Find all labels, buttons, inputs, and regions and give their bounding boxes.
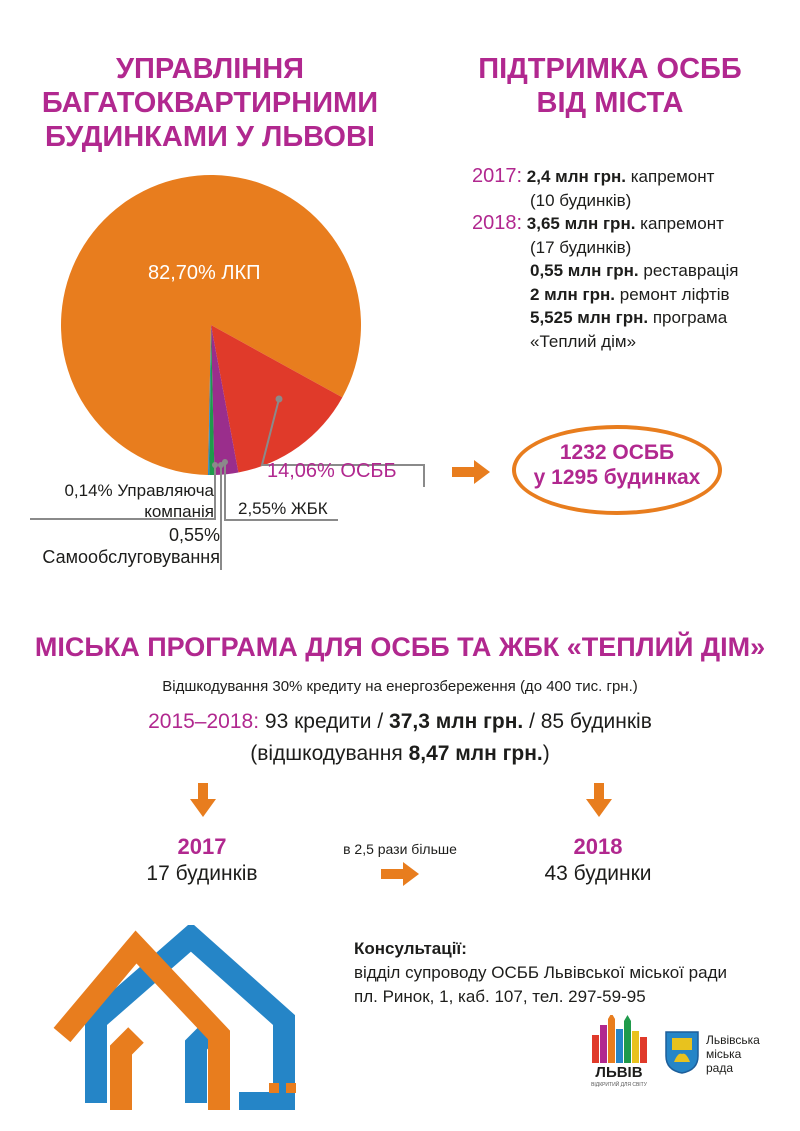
council-line: рада bbox=[706, 1061, 734, 1075]
osbb-total-text: 1232 ОСББ у 1295 будинках bbox=[512, 440, 722, 490]
support-desc: ремонт ліфтів bbox=[619, 284, 730, 304]
program-title: МІСЬКА ПРОГРАМА ДЛЯ ОСББ ТА ЖБК «ТЕПЛИЙ … bbox=[34, 632, 766, 662]
support-list: 2017: 2,4 млн грн. капремонт (10 будинкі… bbox=[472, 165, 739, 353]
support-year: 2018: bbox=[472, 212, 523, 234]
osbb-total-line: 1232 ОСББ bbox=[559, 441, 675, 464]
arrow-right-icon bbox=[381, 862, 419, 886]
support-amount: 5,525 млн грн. bbox=[530, 308, 649, 327]
arrow-right-icon bbox=[452, 460, 490, 484]
program-amount: 37,3 млн грн. bbox=[389, 710, 524, 733]
program-houses: / 85 будинків bbox=[529, 710, 652, 733]
consult-heading: Консультації: bbox=[354, 939, 467, 958]
program-credits: 93 кредити / bbox=[264, 710, 384, 733]
compare-year-2018: 2018 bbox=[573, 834, 623, 859]
leader-osbb bbox=[260, 398, 425, 487]
samo-line1: 0,55% bbox=[168, 525, 220, 545]
leader-dots bbox=[212, 395, 283, 468]
right-title: ПІДТРИМКА ОСББ ВІД МІСТА bbox=[440, 52, 780, 120]
support-row-restoration: 0,55 млн грн. реставрація bbox=[472, 259, 739, 283]
pie-chart bbox=[30, 175, 425, 570]
slice-label-osbb: 14,06% ОСББ bbox=[267, 460, 397, 482]
coat-of-arms-icon bbox=[665, 1031, 699, 1074]
samo-line2: Самообслуговування bbox=[42, 547, 220, 567]
arrow-down-icon bbox=[586, 783, 612, 817]
support-desc: капремонт bbox=[640, 214, 724, 233]
support-row-2017: 2017: 2,4 млн грн. капремонт bbox=[472, 165, 739, 189]
left-title: УПРАВЛІННЯ БАГАТОКВАРТИРНИМИ БУДИНКАМИ У… bbox=[40, 52, 380, 155]
compare-value-2018: 43 будинки bbox=[544, 862, 652, 885]
slice-label-uk: 0,14% Управляюча компанія bbox=[10, 480, 214, 522]
right-title-line: ВІД МІСТА bbox=[536, 87, 684, 120]
comp-amount: 8,47 млн грн. bbox=[408, 742, 543, 765]
slice-label-samo: 0,55% Самообслуговування bbox=[10, 524, 220, 568]
pie-slice bbox=[61, 175, 362, 475]
support-desc: реставрація bbox=[643, 261, 739, 280]
compare-value-2017: 17 будинків bbox=[146, 862, 258, 885]
support-year: 2017: bbox=[472, 165, 523, 187]
leader-zhbk bbox=[224, 462, 338, 521]
left-title-line: УПРАВЛІННЯ bbox=[116, 53, 304, 85]
support-row-program: 5,525 млн грн. програма bbox=[472, 306, 739, 330]
comp-close: ) bbox=[542, 742, 550, 765]
osbb-total-oval bbox=[512, 425, 722, 515]
lviv-logo-tagline: ВІДКРИТИЙ ДЛЯ СВІТУ bbox=[591, 1082, 647, 1088]
consult-line: відділ супроводу ОСББ Львівської міської… bbox=[354, 963, 728, 982]
support-amount: 2,4 млн грн. bbox=[526, 167, 626, 186]
right-title-line: ПІДТРИМКА ОСББ bbox=[478, 53, 742, 85]
arrow-down-icon bbox=[190, 783, 216, 817]
house-logo-icon bbox=[53, 925, 296, 1110]
support-note: (17 будинків) bbox=[530, 237, 632, 257]
slice-label-lkp: 82,70% ЛКП bbox=[148, 262, 261, 284]
uk-line1: 0,14% Управляюча bbox=[64, 481, 214, 500]
dot-osbb bbox=[275, 395, 283, 403]
support-note: (10 будинків) bbox=[530, 190, 632, 210]
dot-uk bbox=[212, 462, 218, 468]
leader-uk bbox=[30, 465, 216, 520]
pie-slice bbox=[209, 325, 215, 476]
city-council-name: Львівська міська рада bbox=[706, 1033, 760, 1075]
osbb-total-line: у 1295 будинках bbox=[533, 466, 701, 489]
pie-slices bbox=[61, 175, 362, 476]
lviv-city-logo-icon bbox=[592, 1015, 647, 1063]
lviv-logo-text: ЛЬВІВ bbox=[595, 1064, 643, 1081]
dot-samo bbox=[218, 462, 224, 468]
consult-line: пл. Ринок, 1, каб. 107, тел. 297-59-95 bbox=[354, 987, 646, 1006]
slice-label-zhbk: 2,55% ЖБК bbox=[238, 499, 328, 518]
support-note: «Теплий дім» bbox=[530, 331, 637, 351]
program-subtitle: Відшкодування 30% кредиту на енергозбере… bbox=[162, 678, 638, 695]
consultations: Консультації: відділ супроводу ОСББ Льві… bbox=[354, 937, 727, 1009]
compare-middle-text: в 2,5 рази більше bbox=[343, 841, 457, 857]
council-line: Львівська bbox=[706, 1033, 760, 1047]
support-row-lifts: 2 млн грн. ремонт ліфтів bbox=[472, 283, 739, 307]
support-amount: 3,65 млн грн. bbox=[526, 214, 636, 233]
support-desc: капремонт bbox=[630, 167, 715, 186]
support-amount: 2 млн грн. bbox=[530, 284, 615, 304]
pie-slice bbox=[208, 325, 211, 475]
support-amount: 0,55 млн грн. bbox=[530, 261, 639, 280]
uk-line2: компанія bbox=[144, 502, 214, 521]
left-title-line: БАГАТОКВАРТИРНИМИ bbox=[41, 87, 379, 120]
compare-year-2017: 2017 bbox=[177, 834, 227, 859]
pie-slice bbox=[211, 325, 239, 475]
program-period: 2015–2018: bbox=[148, 710, 260, 733]
program-compensation: (відшкодування 8,47 млн грн.) bbox=[0, 742, 800, 766]
left-title-line: БУДИНКАМИ У ЛЬВОВІ bbox=[45, 121, 375, 154]
comp-open: (відшкодування bbox=[250, 742, 403, 765]
support-row-2018: 2018: 3,65 млн грн. капремонт bbox=[472, 212, 739, 236]
leader-lines bbox=[30, 398, 425, 570]
support-desc: програма bbox=[652, 308, 728, 327]
council-line: міська bbox=[706, 1047, 742, 1061]
program-summary: 2015–2018: 93 кредити / 37,3 млн грн. / … bbox=[0, 710, 800, 734]
